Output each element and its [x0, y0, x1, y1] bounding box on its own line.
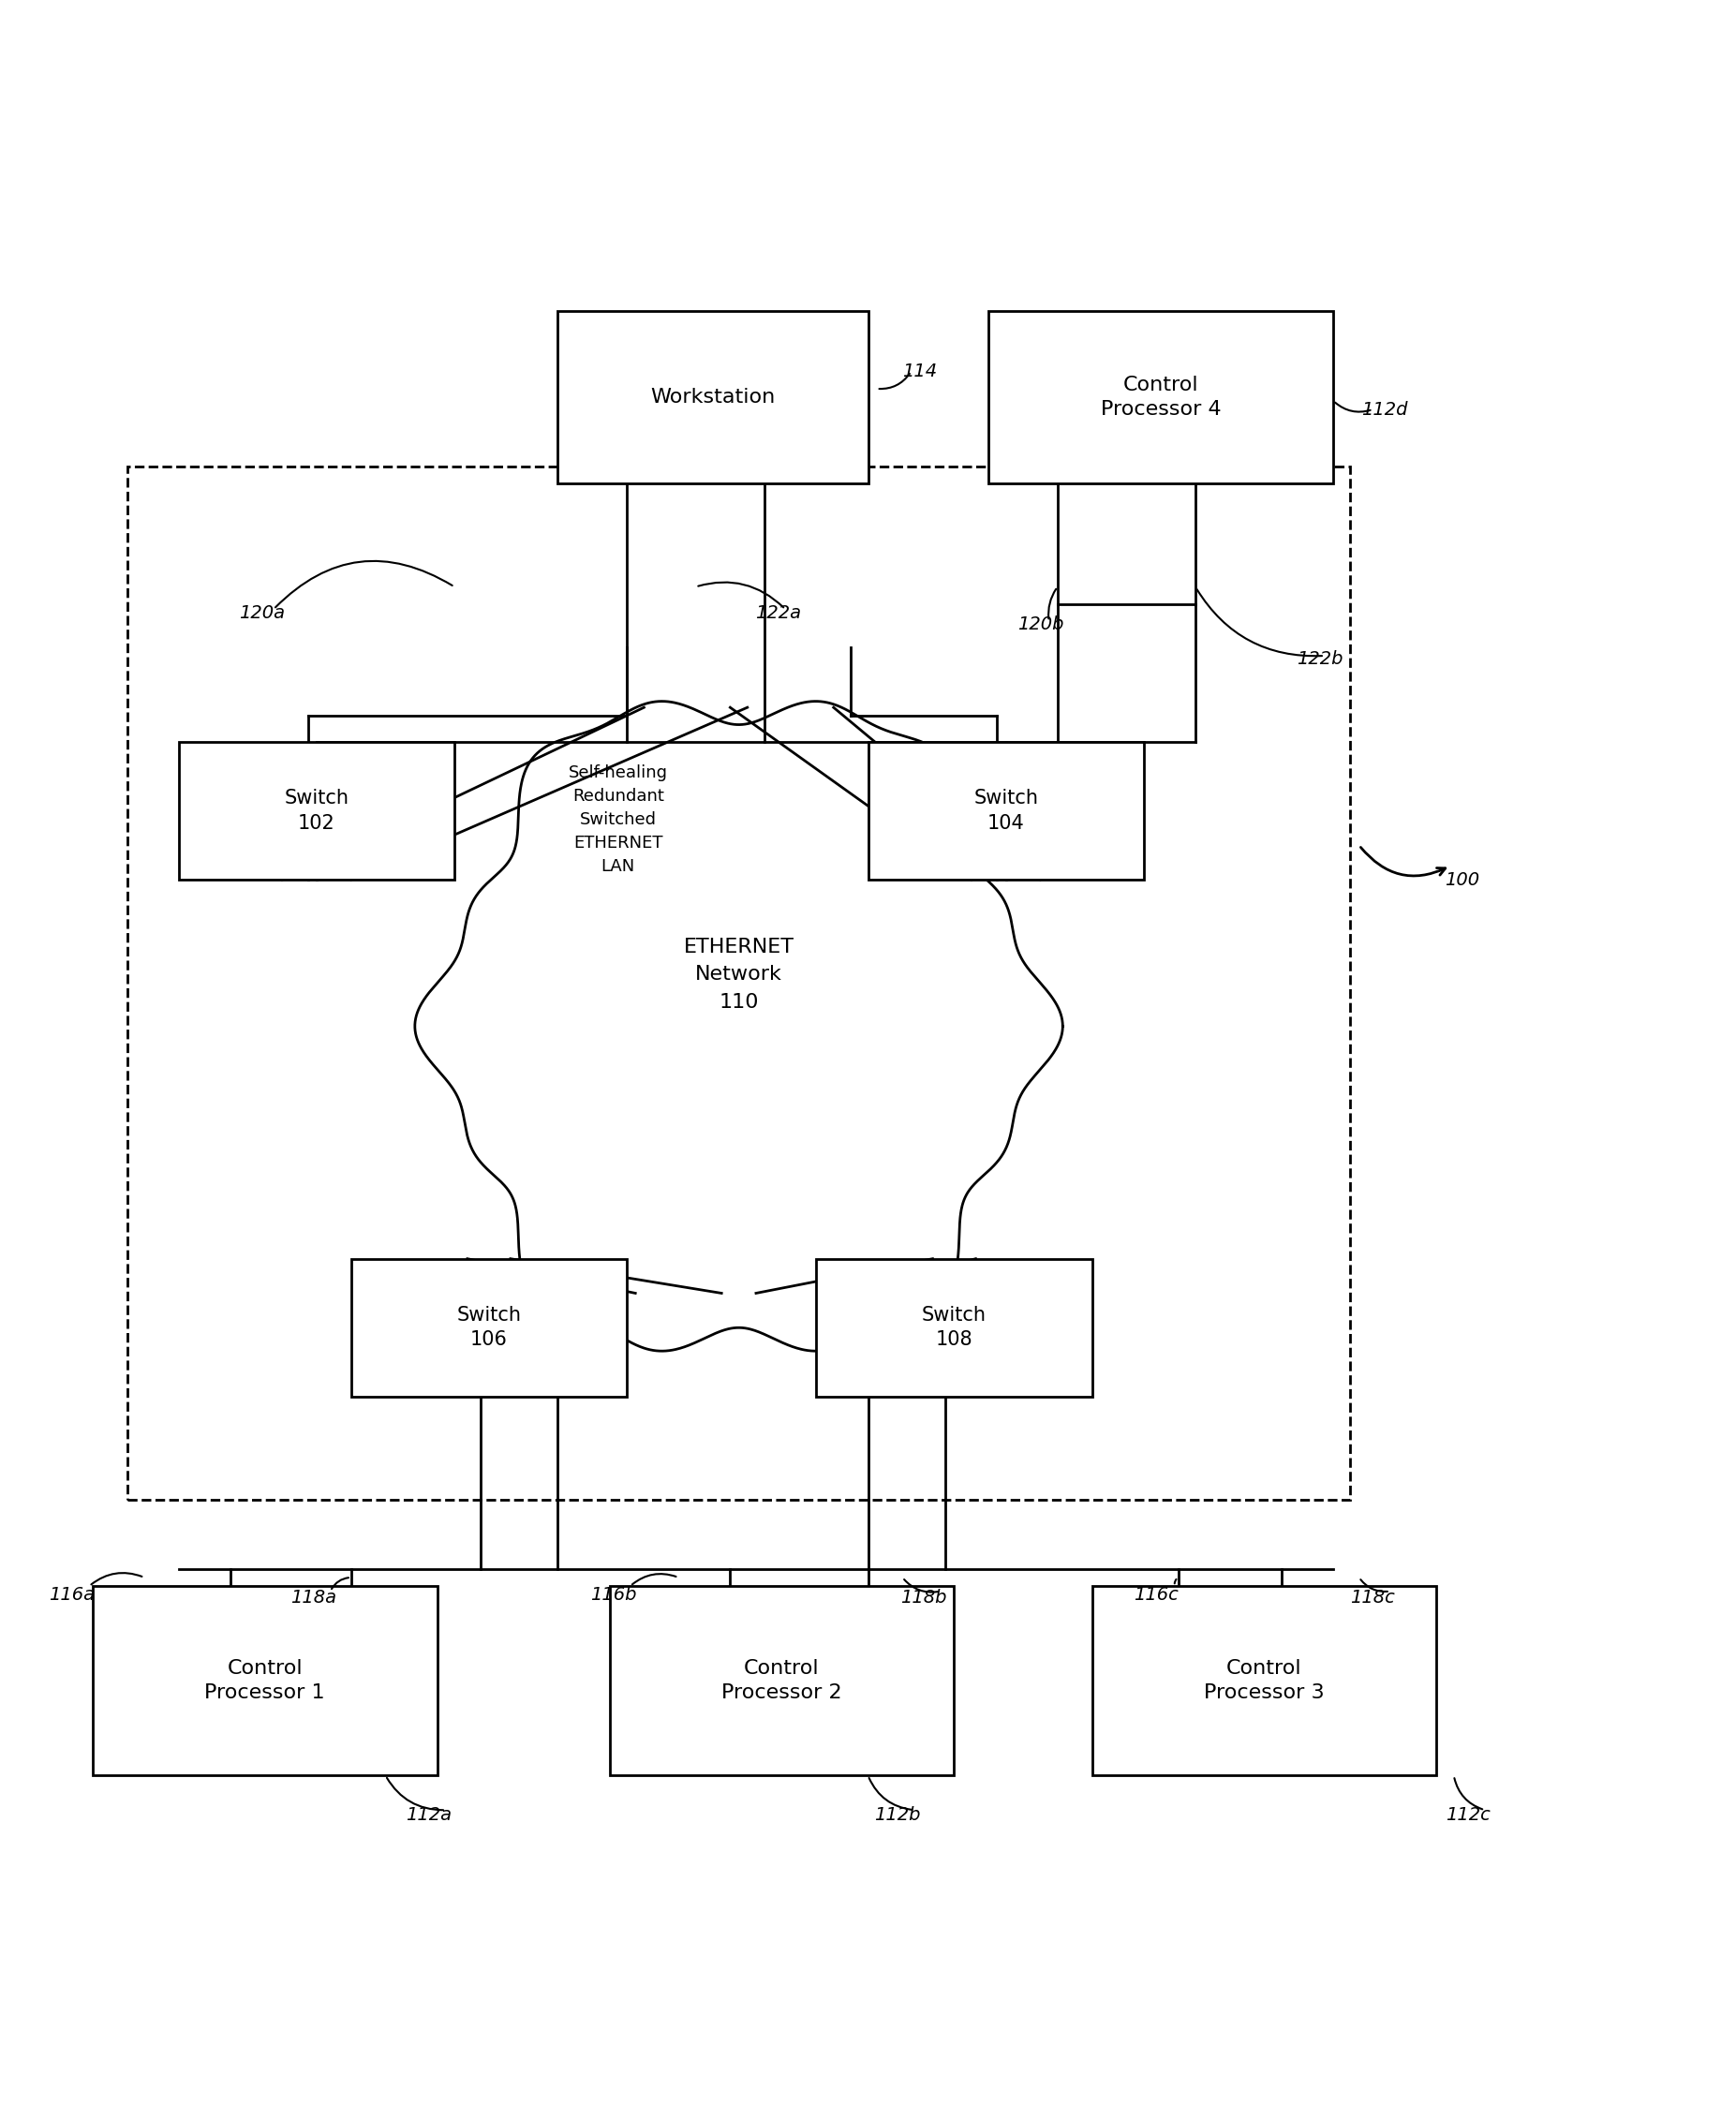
Text: 112b: 112b — [875, 1807, 920, 1824]
Text: 120b: 120b — [1017, 616, 1064, 633]
Text: Control
Processor 3: Control Processor 3 — [1205, 1660, 1325, 1702]
Text: 116a: 116a — [49, 1586, 95, 1603]
FancyBboxPatch shape — [609, 1586, 955, 1776]
Text: Switch
106: Switch 106 — [457, 1307, 521, 1349]
Text: 100: 100 — [1444, 871, 1479, 888]
Text: 122a: 122a — [755, 604, 802, 621]
FancyBboxPatch shape — [557, 311, 868, 484]
FancyBboxPatch shape — [1092, 1586, 1437, 1776]
Text: Control
Processor 1: Control Processor 1 — [205, 1660, 325, 1702]
Text: 112c: 112c — [1444, 1807, 1489, 1824]
Text: Switch
104: Switch 104 — [974, 789, 1038, 833]
Text: 118c: 118c — [1351, 1589, 1396, 1607]
Text: 112a: 112a — [406, 1807, 451, 1824]
Text: Self-healing
Redundant
Switched
ETHERNET
LAN: Self-healing Redundant Switched ETHERNET… — [568, 764, 668, 875]
FancyBboxPatch shape — [92, 1586, 437, 1776]
Polygon shape — [415, 701, 1062, 1351]
Text: 116b: 116b — [590, 1586, 635, 1603]
Text: Control
Processor 4: Control Processor 4 — [1101, 377, 1220, 419]
Text: Switch
102: Switch 102 — [285, 789, 349, 833]
FancyBboxPatch shape — [179, 743, 455, 879]
FancyBboxPatch shape — [351, 1258, 627, 1397]
FancyBboxPatch shape — [868, 743, 1144, 879]
Text: ETHERNET
Network
110: ETHERNET Network 110 — [684, 938, 793, 1012]
Text: 114: 114 — [903, 362, 937, 381]
Text: 120a: 120a — [238, 604, 285, 621]
Text: Workstation: Workstation — [651, 387, 776, 406]
FancyBboxPatch shape — [988, 311, 1333, 484]
Text: 112d: 112d — [1361, 400, 1408, 419]
Text: 118b: 118b — [899, 1589, 946, 1607]
Text: 118a: 118a — [290, 1589, 337, 1607]
Text: 116c: 116c — [1134, 1586, 1179, 1603]
FancyBboxPatch shape — [816, 1258, 1092, 1397]
Text: Control
Processor 2: Control Processor 2 — [722, 1660, 842, 1702]
Text: Switch
108: Switch 108 — [922, 1307, 986, 1349]
Text: 122b: 122b — [1297, 650, 1342, 669]
